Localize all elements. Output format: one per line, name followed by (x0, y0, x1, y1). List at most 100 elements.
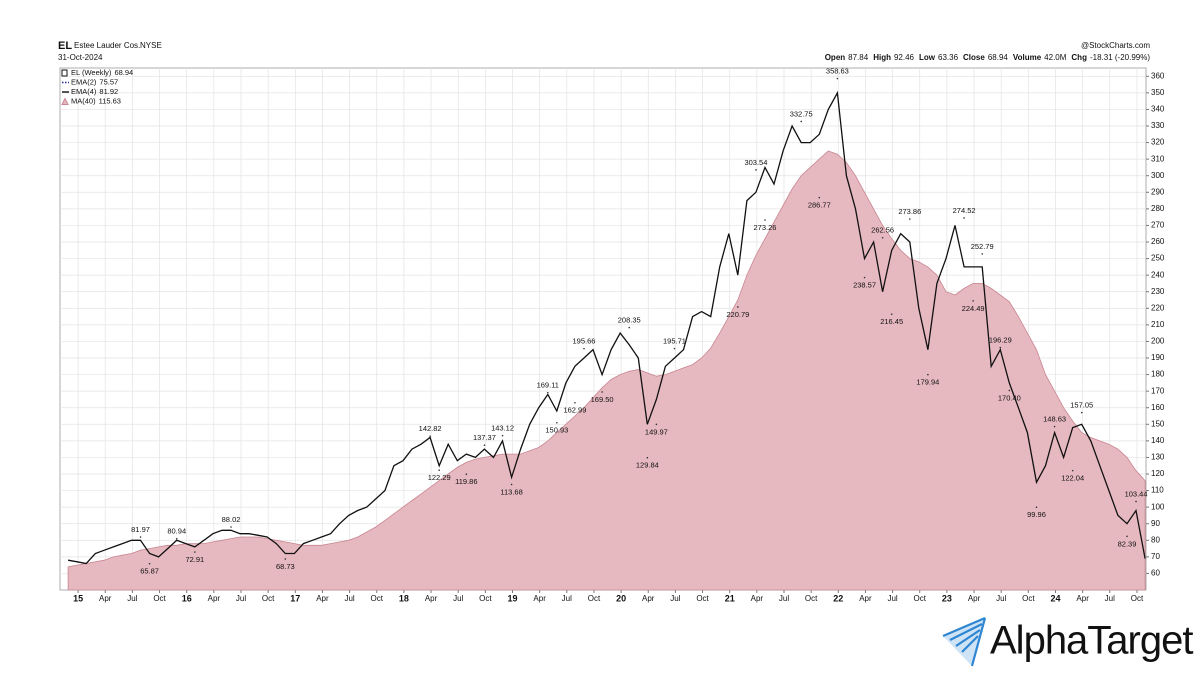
annotation-label: 122.04 (1061, 474, 1084, 483)
quote-label: High (873, 53, 891, 62)
annotation-point (139, 536, 142, 538)
annotation-label: 169.11 (537, 381, 559, 390)
y-tick-label: 210 (1151, 320, 1165, 329)
annotation-point (646, 456, 649, 459)
y-tick-label: 130 (1151, 453, 1165, 462)
annotation-label: 129.84 (636, 461, 659, 470)
annotation-point (800, 120, 802, 123)
annotation-point (628, 326, 631, 329)
y-tick-label: 220 (1151, 303, 1165, 312)
annotation-point (881, 236, 884, 239)
x-tick-label: Oct (588, 594, 601, 603)
annotation-label: 332.75 (790, 109, 813, 118)
x-tick-label: Jul (996, 594, 1006, 603)
y-tick-label: 140 (1151, 436, 1165, 445)
annotation-label: 196.29 (989, 336, 1012, 345)
annotation-label: 143.12 (491, 424, 514, 433)
y-tick-label: 100 (1151, 502, 1165, 511)
annotation-point (148, 562, 151, 565)
y-tick-label: 280 (1151, 204, 1165, 213)
annotation-label: 82.39 (1118, 539, 1137, 548)
source: @StockCharts.com (1081, 41, 1150, 50)
x-tick-label: Oct (1131, 594, 1144, 603)
legend-value: 115.63 (99, 96, 121, 105)
annotation-label: 273.86 (898, 207, 921, 216)
x-tick-label: Jul (453, 594, 463, 603)
annotation-label: 148.63 (1043, 415, 1066, 424)
annotation-label: 68.73 (276, 562, 295, 571)
annotation-point (574, 401, 576, 404)
annotation-point (818, 196, 821, 199)
y-tick-label: 270 (1151, 221, 1165, 230)
annotation-label: 72.91 (185, 555, 204, 564)
quote-value: 63.36 (938, 53, 959, 62)
annotation-point (194, 551, 196, 553)
annotation-point (583, 347, 585, 350)
annotation-label: 216.45 (880, 317, 903, 326)
y-tick-label: 300 (1151, 171, 1165, 180)
y-tick-label: 330 (1151, 121, 1165, 130)
x-tick-label: Jul (344, 594, 354, 603)
x-tick-label: Jul (1105, 594, 1115, 603)
annotation-point (284, 558, 287, 560)
quote-label: Chg (1071, 53, 1087, 62)
annotation-point (981, 253, 983, 255)
x-tick-label: Apr (425, 594, 438, 603)
annotation-point (737, 306, 739, 308)
quote-label: Low (919, 53, 936, 62)
annotation-label: 80.94 (167, 527, 186, 536)
annotation-label: 65.87 (140, 567, 159, 576)
annotation-label: 358.63 (826, 67, 849, 76)
y-tick-label: 160 (1151, 403, 1165, 412)
annotation-label: 113.68 (500, 487, 522, 496)
annotation-point (1080, 411, 1083, 414)
annotation-point (755, 169, 757, 171)
annotation-label: 286.77 (808, 201, 831, 210)
x-tick-label: 17 (290, 593, 300, 603)
annotation-label: 238.57 (853, 280, 876, 289)
annotation-label: 99.96 (1027, 510, 1046, 519)
y-tick-label: 150 (1151, 419, 1165, 428)
annotation-point (465, 473, 468, 476)
annotation-label: 81.97 (131, 525, 150, 534)
annotation-point (890, 313, 893, 315)
annotation-point (556, 421, 558, 424)
x-tick-label: Oct (1022, 594, 1035, 603)
x-tick-label: Apr (533, 594, 546, 603)
y-tick-label: 290 (1151, 187, 1165, 196)
annotation-point (999, 346, 1002, 349)
y-tick-label: 320 (1151, 138, 1165, 147)
y-tick-label: 240 (1151, 270, 1165, 279)
legend-name: EMA(2) (71, 77, 97, 86)
x-tick-label: Apr (642, 594, 655, 603)
y-tick-label: 200 (1151, 337, 1165, 346)
x-tick-label: 21 (725, 593, 735, 603)
annotation-point (230, 526, 232, 528)
x-tick-label: 18 (399, 593, 409, 603)
logo-text: AlphaTarget (990, 619, 1193, 663)
y-tick-label: 360 (1151, 71, 1165, 80)
annotation-point (1071, 469, 1074, 472)
x-tick-label: 23 (942, 593, 952, 603)
x-tick-label: 22 (833, 593, 843, 603)
logo: AlphaTarget (942, 616, 1194, 667)
symbol: EL (58, 40, 72, 52)
x-tick-label: Oct (371, 594, 384, 603)
annotation-label: 157.05 (1070, 401, 1093, 410)
y-tick-label: 110 (1151, 486, 1164, 495)
annotation-point (908, 218, 911, 220)
annotation-label: 274.52 (953, 206, 976, 215)
y-tick-label: 190 (1151, 353, 1165, 362)
annotation-label: 195.71 (663, 337, 686, 346)
x-tick-label: Apr (316, 594, 329, 603)
x-tick-label: 16 (182, 593, 192, 603)
x-tick-label: Oct (479, 594, 492, 603)
legend-name: MA(40) (71, 96, 96, 105)
annotation-point (836, 77, 839, 80)
legend-swatch (61, 69, 68, 77)
annotation-point (673, 347, 676, 350)
annotation-label: 169.50 (591, 395, 614, 404)
annotation-label: 149.97 (645, 427, 668, 436)
